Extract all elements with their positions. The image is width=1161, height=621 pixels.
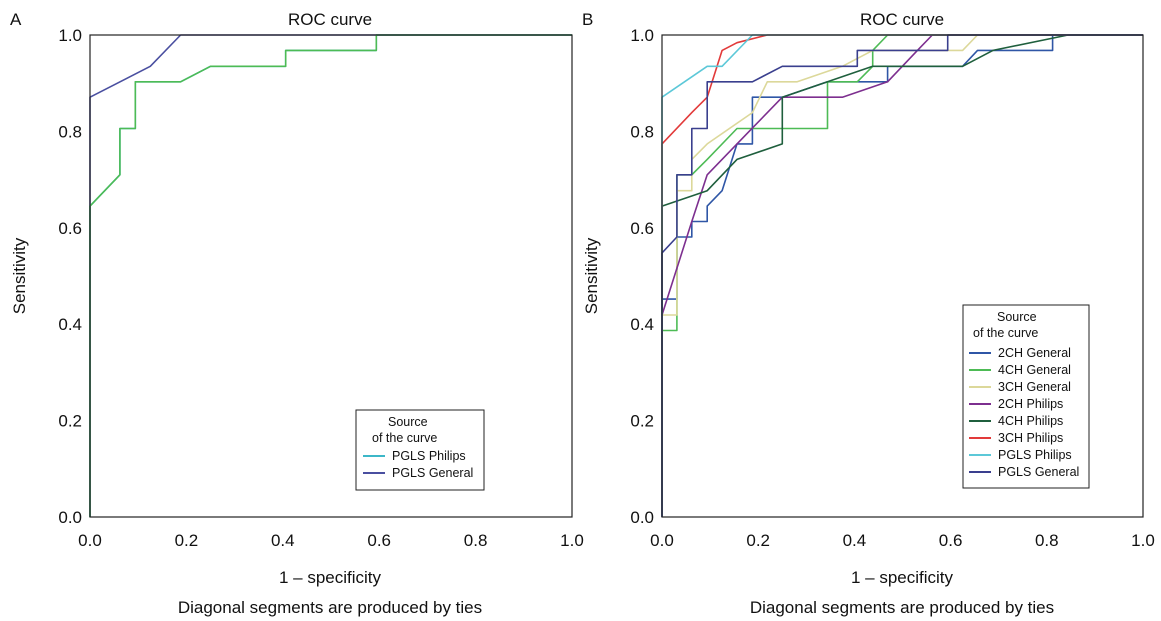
tick-labels: 0.0 0.2 0.4 0.6 0.8 1.0 0.0 0.2 0.4 0.6 0.8 1.0 bbox=[630, 26, 1154, 550]
x-tick-label: 0.6 bbox=[367, 531, 391, 550]
x-tick-label: 0.2 bbox=[746, 531, 770, 550]
x-tick-label: 0.8 bbox=[1035, 531, 1059, 550]
legend: Source of the curve 2CH General 4CH Gener… bbox=[962, 304, 1090, 489]
x-tick-label: 1.0 bbox=[560, 531, 584, 550]
chart-footnote: Diagonal segments are produced by ties bbox=[178, 598, 482, 617]
legend-label: 3CH General bbox=[998, 380, 1071, 394]
legend-label: 2CH General bbox=[998, 346, 1071, 360]
x-tick-label: 1.0 bbox=[1131, 531, 1155, 550]
x-tick-label: 0.0 bbox=[78, 531, 102, 550]
panel-b: B ROC curve 1 – specificity Diagonal seg… bbox=[582, 10, 1155, 617]
panel-a: A ROC curve 1 – specificity Diagonal seg… bbox=[10, 10, 584, 617]
chart-title: ROC curve bbox=[288, 10, 372, 29]
y-tick-label: 1.0 bbox=[630, 26, 654, 45]
legend-items: PGLS Philips PGLS General bbox=[363, 449, 473, 480]
x-tick-label: 0.2 bbox=[175, 531, 199, 550]
y-tick-label: 0.6 bbox=[630, 219, 654, 238]
y-tick-label: 1.0 bbox=[58, 26, 82, 45]
legend-label: PGLS Philips bbox=[392, 449, 466, 463]
curve-layer bbox=[89, 34, 572, 517]
roc-curve bbox=[89, 34, 572, 517]
y-tick-label: 0.8 bbox=[58, 122, 82, 141]
legend-title-line2: of the curve bbox=[372, 431, 437, 445]
x-tick-label: 0.8 bbox=[464, 531, 488, 550]
x-tick-label: 0.4 bbox=[843, 531, 867, 550]
y-tick-label: 0.4 bbox=[630, 315, 654, 334]
legend-label: PGLS General bbox=[998, 465, 1079, 479]
roc-curve bbox=[661, 34, 1143, 517]
legend-label: 4CH Philips bbox=[998, 414, 1063, 428]
y-tick-label: 0.0 bbox=[58, 508, 82, 527]
legend-label: PGLS General bbox=[392, 466, 473, 480]
panel-label: A bbox=[10, 10, 22, 29]
y-tick-label: 0.0 bbox=[630, 508, 654, 527]
plot-frame bbox=[89, 34, 573, 518]
y-axis-label: Sensitivity bbox=[582, 237, 601, 314]
legend-label: 2CH Philips bbox=[998, 397, 1063, 411]
tick-labels: 0.0 0.2 0.4 0.6 0.8 1.0 0.0 0.2 0.4 0.6 0.8 1.0 bbox=[58, 26, 583, 550]
legend-title-line1: Source bbox=[388, 415, 428, 429]
y-axis-label: Sensitivity bbox=[10, 237, 29, 314]
legend-title-line1: Source bbox=[997, 310, 1037, 324]
legend-box bbox=[355, 409, 485, 491]
legend-label: 4CH General bbox=[998, 363, 1071, 377]
x-axis-label: 1 – specificity bbox=[279, 568, 382, 587]
chart-footnote: Diagonal segments are produced by ties bbox=[750, 598, 1054, 617]
x-tick-label: 0.0 bbox=[650, 531, 674, 550]
y-tick-label: 0.6 bbox=[58, 219, 82, 238]
roc-curve bbox=[661, 34, 1143, 517]
roc-curve bbox=[661, 34, 1143, 517]
y-tick-label: 0.2 bbox=[630, 412, 654, 431]
legend-label: 3CH Philips bbox=[998, 431, 1063, 445]
legend-label: PGLS Philips bbox=[998, 448, 1072, 462]
chart-title: ROC curve bbox=[860, 10, 944, 29]
legend: Source of the curve PGLS Philips PGLS Gen… bbox=[355, 409, 485, 491]
roc-curve bbox=[661, 34, 1143, 517]
y-tick-label: 0.2 bbox=[58, 412, 82, 431]
x-tick-label: 0.4 bbox=[271, 531, 295, 550]
panel-label: B bbox=[582, 10, 593, 29]
legend-items: 2CH General 4CH General 3CH General 2CH Phi… bbox=[969, 346, 1079, 479]
x-axis-label: 1 – specificity bbox=[851, 568, 954, 587]
roc-curve bbox=[661, 34, 1143, 517]
plot-frame bbox=[661, 34, 1144, 518]
roc-curve bbox=[89, 34, 572, 517]
y-tick-label: 0.4 bbox=[58, 315, 82, 334]
legend-box bbox=[962, 304, 1090, 489]
y-tick-label: 0.8 bbox=[630, 122, 654, 141]
roc-curve-overlay bbox=[89, 34, 572, 517]
x-tick-label: 0.6 bbox=[939, 531, 963, 550]
legend-title-line2: of the curve bbox=[973, 326, 1038, 340]
